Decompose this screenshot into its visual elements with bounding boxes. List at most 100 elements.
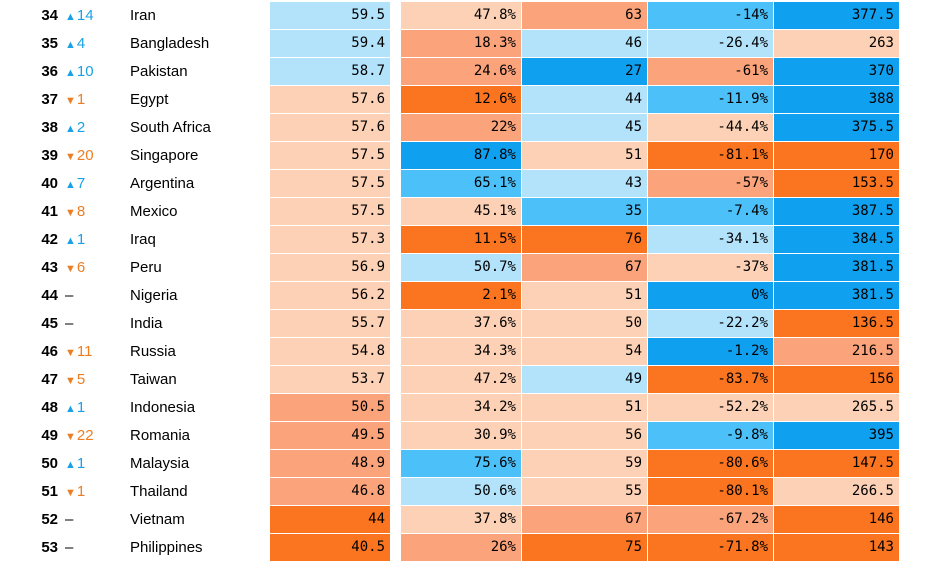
rank-change: ▼8 (65, 198, 85, 225)
metric-cell-3: 46 (522, 30, 647, 57)
rank-number: 34 (41, 7, 58, 24)
metric-cell-2: 47.8% (401, 2, 521, 29)
triangle-down-icon: ▼ (65, 431, 76, 443)
triangle-down-icon: ▼ (65, 263, 76, 275)
metric-cell-5: 387.5 (774, 198, 899, 225)
metric-cell-3: 63 (522, 2, 647, 29)
country-name: Egypt (130, 91, 169, 108)
metric-cell-2: 18.3% (401, 30, 521, 57)
rank-number: 39 (41, 147, 58, 164)
metric-cell-2: 34.3% (401, 338, 521, 365)
metric-cell-1: 59.5 (270, 2, 390, 29)
metric-cell-1: 58.7 (270, 58, 390, 85)
country-name: Iran (130, 7, 156, 24)
no-change-dash: – (65, 511, 74, 528)
metric-cell-2: 26% (401, 534, 521, 561)
metric-cell-1: 57.6 (270, 114, 390, 141)
metric-cell-5: 216.5 (774, 338, 899, 365)
rank-change: ▲1 (65, 394, 85, 421)
metric-cell-4: 0% (648, 282, 773, 309)
metric-cell-4: -7.4% (648, 198, 773, 225)
triangle-up-icon: ▲ (65, 123, 76, 135)
country-name: Iraq (130, 231, 156, 248)
rank-change-value: 22 (76, 427, 94, 444)
metric-cell-5: 375.5 (774, 114, 899, 141)
metric-cell-4: -26.4% (648, 30, 773, 57)
country-name: Thailand (130, 483, 188, 500)
rank-number: 53 (41, 539, 58, 556)
no-change-dash: – (65, 539, 74, 556)
table-row: 51 ▼1 Thailand 46.8 50.6% 55 -80.1% 266.5 (0, 478, 947, 506)
table-row: 44– Nigeria 56.2 2.1% 51 0% 381.5 (0, 282, 947, 310)
metric-cell-3: 67 (522, 506, 647, 533)
country-name: Nigeria (130, 287, 178, 304)
rank-number: 44 (41, 287, 58, 304)
rank-number: 52 (41, 511, 58, 528)
rank-change: ▼22 (65, 422, 94, 449)
rank-change-value: 6 (76, 259, 86, 276)
metric-cell-3: 51 (522, 394, 647, 421)
country-name: Mexico (130, 203, 178, 220)
metric-cell-4: -34.1% (648, 226, 773, 253)
rank-number: 48 (41, 399, 58, 416)
triangle-down-icon: ▼ (65, 487, 76, 499)
no-change-dash: – (65, 287, 74, 304)
metric-cell-2: 37.8% (401, 506, 521, 533)
metric-cell-3: 51 (522, 282, 647, 309)
table-row: 40 ▲7 Argentina 57.5 65.1% 43 -57% 153.5 (0, 170, 947, 198)
metric-cell-5: 136.5 (774, 310, 899, 337)
triangle-up-icon: ▲ (65, 179, 76, 191)
country-name: Philippines (130, 539, 203, 556)
rank-change-value: 1 (76, 399, 86, 416)
metric-cell-1: 55.7 (270, 310, 390, 337)
table-row: 53– Philippines 40.5 26% 75 -71.8% 143 (0, 534, 947, 562)
rank-change: ▲10 (65, 58, 94, 85)
triangle-down-icon: ▼ (65, 375, 76, 387)
metric-cell-3: 43 (522, 170, 647, 197)
metric-cell-4: -14% (648, 2, 773, 29)
country-name: Russia (130, 343, 176, 360)
metric-cell-4: -44.4% (648, 114, 773, 141)
triangle-down-icon: ▼ (65, 207, 76, 219)
country-name: Malaysia (130, 455, 190, 472)
metric-cell-5: 266.5 (774, 478, 899, 505)
metric-cell-5: 377.5 (774, 2, 899, 29)
country-name: Romania (130, 427, 191, 444)
table-row: 46 ▼11 Russia 54.8 34.3% 54 -1.2% 216.5 (0, 338, 947, 366)
triangle-up-icon: ▲ (65, 67, 76, 79)
rank-number: 45 (41, 315, 58, 332)
triangle-down-icon: ▼ (65, 347, 76, 359)
table-row: 36 ▲10 Pakistan 58.7 24.6% 27 -61% 370 (0, 58, 947, 86)
country-name: Bangladesh (130, 35, 210, 52)
rank-number: 41 (41, 203, 58, 220)
metric-cell-4: -61% (648, 58, 773, 85)
rank-change: ▲4 (65, 30, 85, 57)
metric-cell-5: 395 (774, 422, 899, 449)
metric-cell-1: 48.9 (270, 450, 390, 477)
rank-change: ▲2 (65, 114, 85, 141)
rank-change: ▼1 (65, 86, 85, 113)
no-change-dash: – (65, 315, 74, 332)
rank-change: ▼5 (65, 366, 85, 393)
table-row: 41 ▼8 Mexico 57.5 45.1% 35 -7.4% 387.5 (0, 198, 947, 226)
metric-cell-3: 50 (522, 310, 647, 337)
triangle-down-icon: ▼ (65, 151, 76, 163)
metric-cell-3: 49 (522, 366, 647, 393)
metric-cell-4: -57% (648, 170, 773, 197)
rank-change: ▲1 (65, 226, 85, 253)
metric-cell-3: 45 (522, 114, 647, 141)
metric-cell-1: 46.8 (270, 478, 390, 505)
metric-cell-1: 56.9 (270, 254, 390, 281)
metric-cell-3: 54 (522, 338, 647, 365)
metric-cell-2: 11.5% (401, 226, 521, 253)
table-row: 34 ▲14 Iran 59.5 47.8% 63 -14% 377.5 (0, 2, 947, 30)
rank-change-value: 20 (76, 147, 94, 164)
table-row: 49 ▼22 Romania 49.5 30.9% 56 -9.8% 395 (0, 422, 947, 450)
country-name: South Africa (130, 119, 211, 136)
rank-number: 40 (41, 175, 58, 192)
rank-number: 46 (41, 343, 58, 360)
metric-cell-3: 56 (522, 422, 647, 449)
country-name: Indonesia (130, 399, 196, 416)
metric-cell-5: 384.5 (774, 226, 899, 253)
